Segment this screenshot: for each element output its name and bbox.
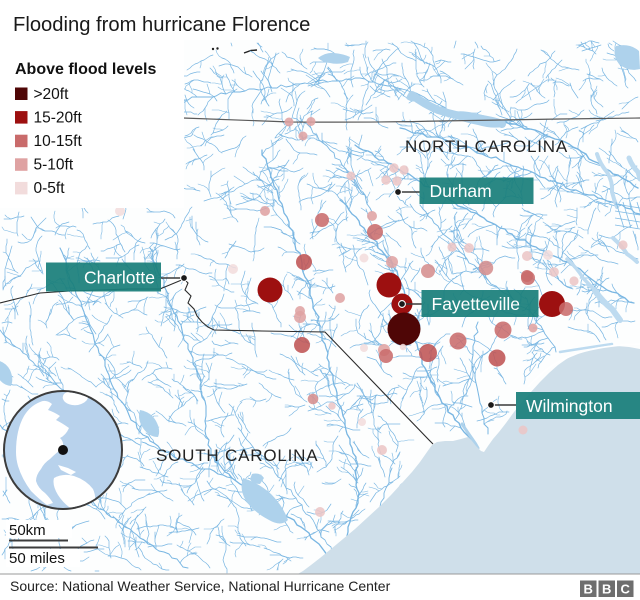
svg-text:C: C [621,582,631,597]
svg-text:SOUTH CAROLINA: SOUTH CAROLINA [156,446,318,465]
svg-text:B: B [602,582,611,597]
svg-text:Above flood levels: Above flood levels [15,61,156,78]
svg-text:B: B [584,582,593,597]
svg-text:Wilmington: Wilmington [526,396,613,416]
svg-text:10-15ft: 10-15ft [34,133,83,150]
svg-text:Fayetteville: Fayetteville [432,294,521,314]
svg-text:50 miles: 50 miles [9,550,65,567]
svg-text:Flooding from hurricane Floren: Flooding from hurricane Florence [13,14,310,36]
svg-text:NORTH CAROLINA: NORTH CAROLINA [405,137,568,156]
svg-text:>20ft: >20ft [34,86,70,103]
svg-text:Durham: Durham [430,181,492,201]
svg-text:Charlotte: Charlotte [84,267,155,287]
svg-text:0-5ft: 0-5ft [34,180,66,197]
svg-text:Source: National Weather Servi: Source: National Weather Service, Nation… [10,578,391,594]
svg-text:15-20ft: 15-20ft [34,109,83,126]
svg-text:50km: 50km [9,522,46,539]
svg-text:5-10ft: 5-10ft [34,157,74,174]
